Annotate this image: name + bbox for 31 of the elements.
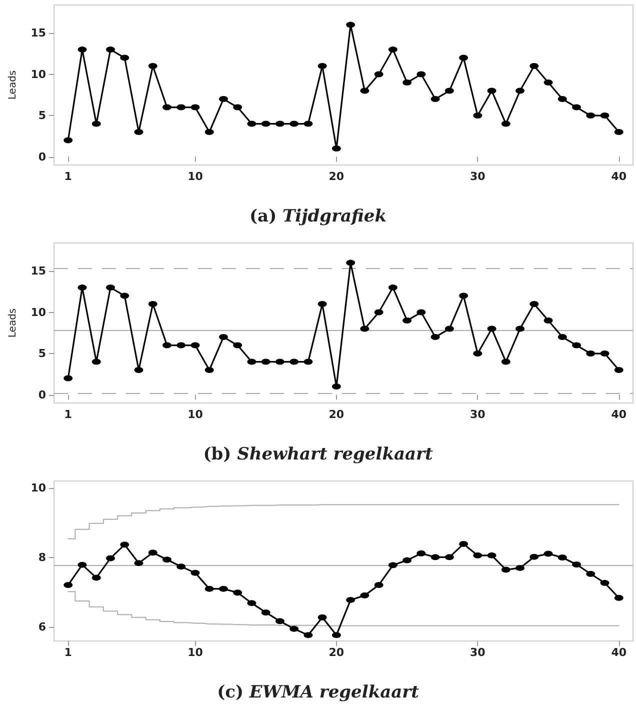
text: (b) Shewhart regelkaart: [203, 444, 433, 464]
x-tick-label: 1: [64, 408, 72, 421]
y-axis-title: Leads: [8, 308, 18, 338]
y-tick-label: 0: [38, 150, 46, 164]
x-tick-label: 10: [188, 408, 204, 421]
y-tick-label: 8: [38, 551, 46, 564]
x-tick-label: 10: [188, 170, 204, 183]
x-tick-label: 20: [328, 646, 344, 659]
x-tick-label: 20: [328, 408, 344, 421]
y-tick-label: 10: [30, 306, 46, 319]
y-tick-label: 5: [38, 347, 46, 360]
text: (c) EWMA regelkaart: [217, 682, 420, 702]
x-tick-label: 10: [188, 646, 204, 659]
text: (a) Tijdgrafiek: [250, 206, 386, 226]
x-tick-label: 40: [611, 170, 627, 183]
y-axis-title: Leads: [8, 70, 18, 100]
y-tick-label: 6: [38, 620, 46, 634]
y-tick-label: 15: [30, 26, 46, 40]
y-tick-label: 10: [30, 68, 46, 81]
x-tick-label: 40: [611, 646, 627, 659]
x-tick-label: 20: [328, 170, 344, 183]
x-tick-label: 30: [470, 408, 486, 421]
x-tick-label: 1: [64, 646, 72, 659]
x-tick-label: 1: [64, 170, 72, 183]
y-tick-label: 10: [30, 481, 46, 494]
y-tick-label: 0: [38, 388, 46, 402]
x-tick-label: 30: [470, 170, 486, 183]
y-tick-label: 5: [38, 109, 46, 122]
y-tick-label: 15: [30, 264, 46, 278]
x-tick-label: 30: [470, 646, 486, 659]
x-tick-label: 40: [611, 408, 627, 421]
